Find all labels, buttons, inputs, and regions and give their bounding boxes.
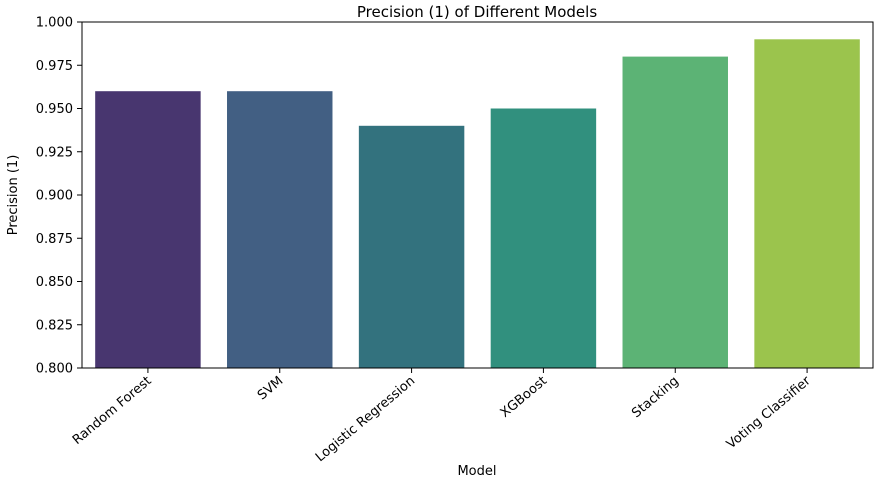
x-tick-label: Stacking	[629, 374, 682, 422]
bar-xgboost	[490, 108, 597, 368]
bar-svm	[227, 91, 333, 368]
y-tick-label: 0.900	[36, 189, 73, 204]
y-tick-label: 0.850	[36, 275, 73, 290]
y-tick-label: 0.875	[36, 232, 73, 247]
x-axis-label: Model	[457, 464, 496, 479]
x-axis-ticks: Random Forest SVM Logistic Regression XGBoo…	[70, 368, 814, 465]
y-tick-label: 0.925	[36, 145, 73, 160]
y-tick-label: 0.975	[36, 59, 73, 74]
y-tick-label: 0.950	[36, 102, 73, 117]
y-tick-label: 0.825	[36, 318, 73, 333]
x-tick-label: XGBoost	[498, 374, 550, 421]
bars-group	[95, 39, 860, 369]
x-tick-label: Random Forest	[70, 374, 155, 448]
bar-stacking	[622, 56, 728, 368]
y-axis-ticks: 0.800 0.825 0.850 0.875 0.900 0.925 0.950 0.975…	[36, 16, 82, 377]
y-axis-label: Precision (1)	[6, 155, 21, 236]
bar-random-forest	[95, 91, 201, 368]
x-tick-label: SVM	[255, 374, 286, 404]
y-tick-label: 1.000	[36, 16, 73, 31]
bar-voting-classifier	[754, 39, 860, 369]
plot-frame	[81, 21, 874, 369]
bar-logistic-regression	[358, 125, 465, 368]
chart-title: Precision (1) of Different Models	[357, 3, 597, 21]
x-tick-label: Voting Classifier	[724, 373, 814, 452]
y-tick-label: 0.800	[36, 362, 73, 377]
x-tick-label: Logistic Regression	[313, 374, 418, 466]
